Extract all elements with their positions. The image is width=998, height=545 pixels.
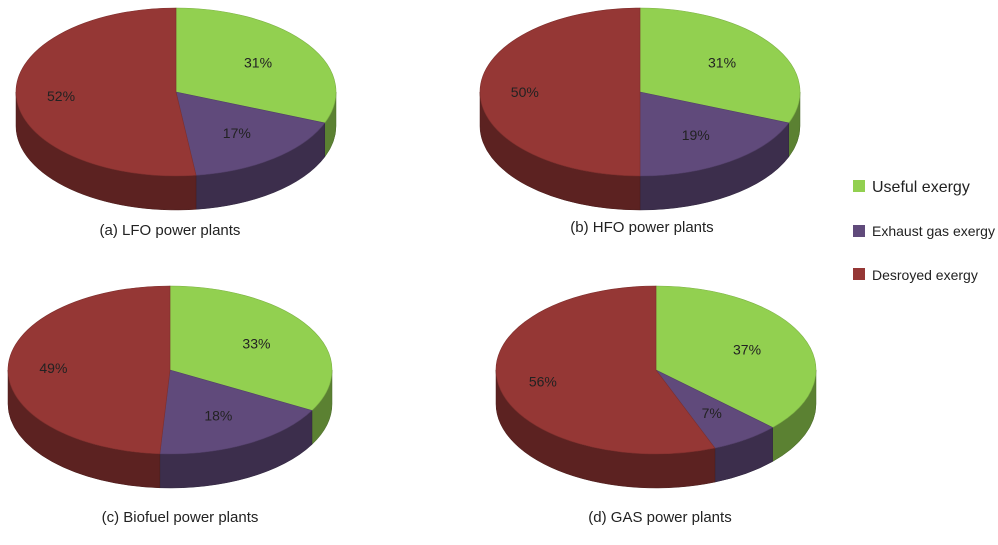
- pie-c-label-1: 18%: [204, 408, 232, 424]
- pie-b-slice-1: [639, 91, 790, 177]
- pie-d-label-1: 7%: [702, 405, 722, 421]
- pie-b-slice-2: [479, 7, 641, 177]
- pie-b-label-1: 19%: [682, 127, 710, 143]
- pie-c: 33% 18% 49%: [7, 285, 333, 489]
- pie-d: 37% 7% 56%: [495, 285, 817, 489]
- pie-d-label-0: 37%: [733, 341, 761, 357]
- legend-swatch-useful: [853, 180, 865, 192]
- legend-swatch-exhaust: [853, 225, 865, 237]
- pie-b: 31% 19% 50%: [479, 7, 801, 211]
- pie-b-label-0: 31%: [708, 55, 736, 71]
- pie-a-slice-0: [175, 7, 337, 124]
- pie-c-slice-1: [159, 369, 313, 455]
- pie-a-slice-2: [15, 7, 197, 177]
- caption-c: (c) Biofuel power plants: [102, 509, 259, 526]
- pie-a-slice-1: [175, 91, 326, 176]
- pie-d-slice-2: [495, 285, 716, 455]
- pie-a-label-1: 17%: [223, 125, 251, 141]
- pie-c-slice-0: [169, 285, 333, 411]
- pie-a: 31% 17% 52%: [15, 7, 337, 211]
- pie-a-label-0: 31%: [244, 55, 272, 71]
- pie-b-slice-0: [639, 7, 801, 124]
- legend-label-exhaust: Exhaust gas exergy: [872, 223, 995, 239]
- pie-c-label-2: 49%: [39, 360, 67, 376]
- pie-d-label-2: 56%: [529, 373, 557, 389]
- pie-c-slice-2: [7, 285, 171, 455]
- caption-a: (a) LFO power plants: [100, 222, 241, 239]
- caption-d: (d) GAS power plants: [588, 509, 731, 526]
- legend: Useful exergy Exhaust gas exergy Desroye…: [853, 179, 995, 283]
- pie-c-label-0: 33%: [242, 335, 270, 351]
- legend-swatch-destroyed: [853, 268, 865, 280]
- pie-d-slice-0: [655, 285, 817, 428]
- caption-b: (b) HFO power plants: [570, 219, 713, 236]
- legend-label-useful: Useful exergy: [872, 179, 970, 196]
- pie-a-label-2: 52%: [47, 88, 75, 104]
- pie-b-label-2: 50%: [511, 84, 539, 100]
- pie-charts-group: 31% 17% 52% 31% 19% 50% 33% 18% 49% 37% 7% 56%: [7, 7, 817, 489]
- captions-group: (a) LFO power plants (b) HFO power plant…: [100, 219, 732, 526]
- legend-label-destroyed: Desroyed exergy: [872, 267, 978, 283]
